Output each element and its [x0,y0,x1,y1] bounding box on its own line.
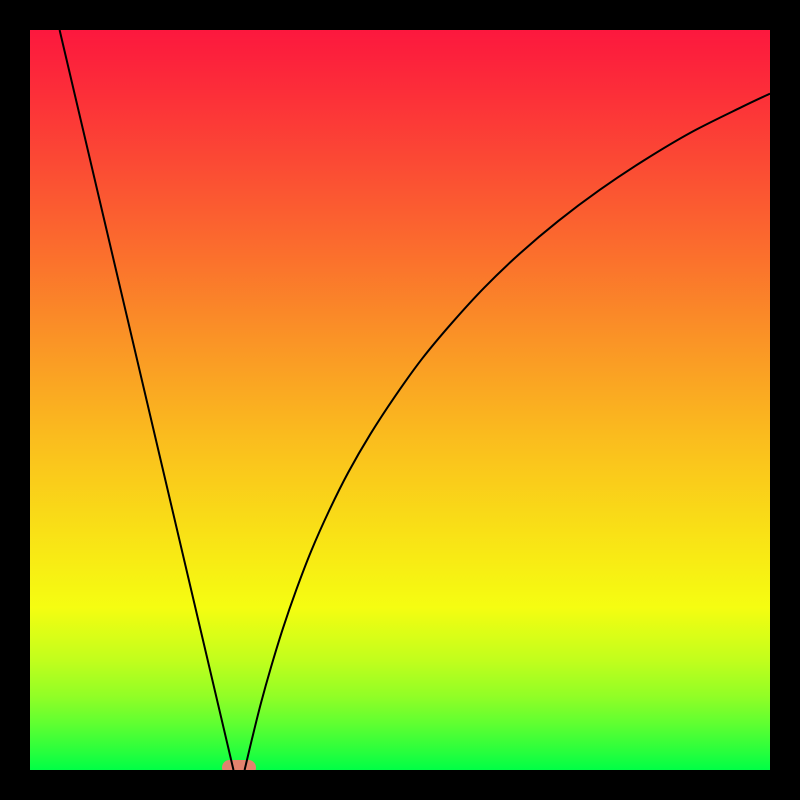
plot-area [30,30,770,770]
chart-container: TheBottleneck.com [0,0,800,800]
bottleneck-curve [30,30,770,770]
attribution-text: TheBottleneck.com [594,2,792,28]
